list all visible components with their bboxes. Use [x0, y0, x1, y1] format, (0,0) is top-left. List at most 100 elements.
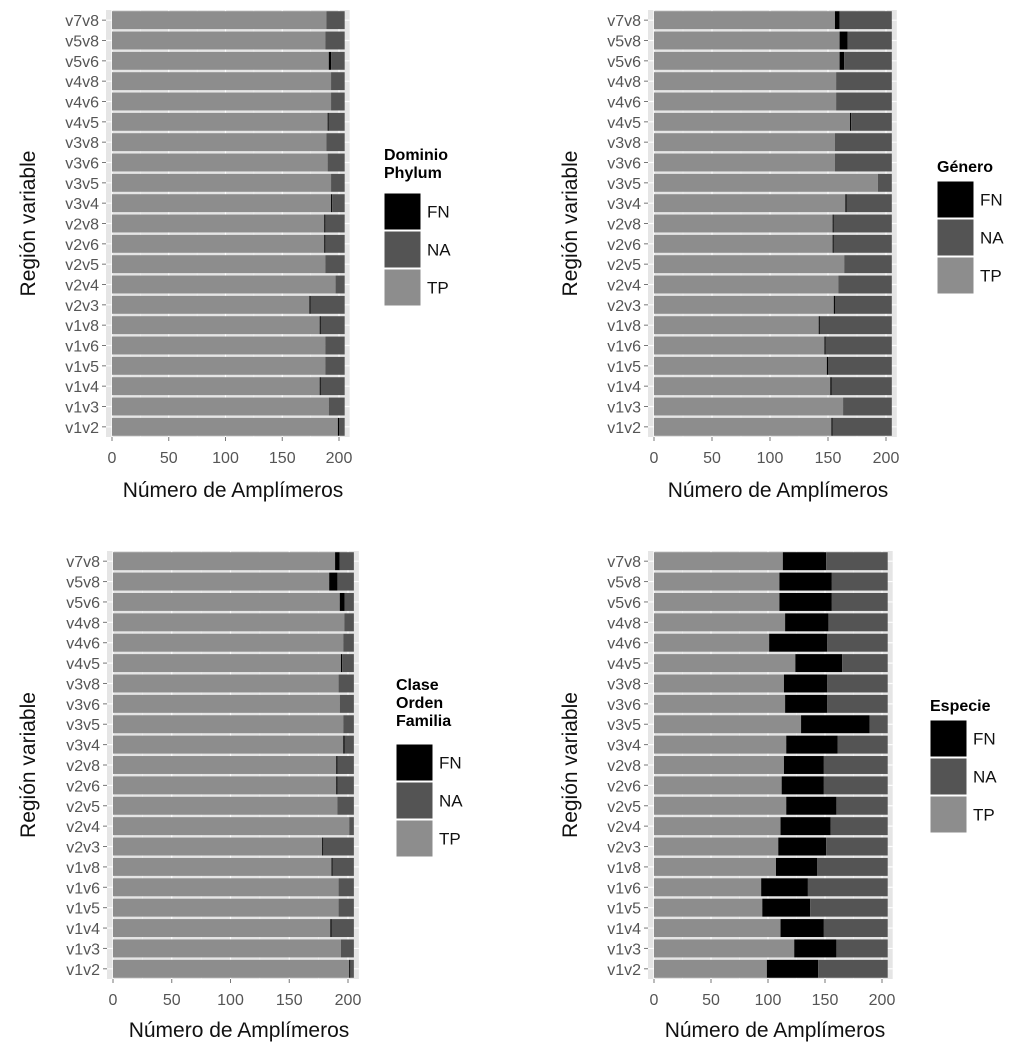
y-tick-label: v3v4 [607, 196, 641, 213]
x-tick-label: 200 [326, 450, 353, 467]
bar-fn-v7v8 [782, 552, 827, 571]
bar-fn-v1v5 [762, 898, 811, 917]
bar-tp-v5v6 [654, 592, 780, 611]
x-tick-label: 0 [650, 992, 659, 1009]
y-tick-label: v7v8 [607, 554, 641, 571]
bar-tp-v2v6 [654, 776, 782, 795]
bar-na-v7v8 [839, 11, 892, 30]
y-tick-label: v3v6 [65, 156, 99, 173]
legend-title: Género [937, 159, 993, 176]
y-tick-label: v5v8 [65, 34, 99, 51]
bar-tp-v1v6 [112, 336, 326, 355]
y-axis: v7v8 v5v8 v5v6 v4v8 v4v6 v4v5 v3v8 v3v6 v3v5 v3v4… [65, 13, 106, 437]
y-tick-label: v2v6 [607, 778, 641, 795]
y-tick-label: v1v5 [66, 901, 100, 918]
bar-na-v3v4 [846, 194, 892, 213]
bar-tp-v2v5 [654, 255, 845, 274]
legend-label-na: NA [439, 792, 463, 811]
bar-fn-v1v4 [330, 919, 332, 938]
bar-na-v1v6 [825, 336, 892, 355]
bar-fn-v3v5 [801, 715, 870, 734]
bar-fn-v2v6 [781, 776, 824, 795]
bar-fn-v2v3 [778, 837, 827, 856]
bar-tp-v1v2 [654, 959, 767, 978]
bar-na-v2v6 [325, 234, 345, 253]
chart-panel-4: v7v8 v5v8 v5v6 v4v8 v4v6 v4v5 v3v8 v3v6 v3v5 v3v4… [559, 551, 997, 1042]
bar-tp-v2v8 [654, 214, 833, 233]
bar-tp-v3v4 [113, 735, 344, 754]
bar-na-v1v3 [328, 397, 345, 416]
y-tick-label: v1v8 [66, 860, 100, 877]
y-tick-label: v4v5 [607, 115, 641, 132]
x-tick-label: 0 [108, 450, 117, 467]
bar-na-v2v4 [349, 817, 354, 836]
bar-tp-v5v6 [113, 592, 340, 611]
y-tick-label: v1v2 [607, 962, 641, 979]
y-tick-label: v3v4 [65, 196, 99, 213]
y-tick-label: v3v6 [66, 697, 100, 714]
bar-na-v3v5 [877, 173, 892, 192]
bar-tp-v2v5 [112, 255, 326, 274]
bar-tp-v1v4 [113, 919, 331, 938]
x-tick-label: 0 [109, 992, 118, 1009]
bar-na-v5v6 [844, 51, 892, 70]
bar-fn-v4v5 [850, 112, 852, 131]
bar-tp-v3v4 [654, 735, 787, 754]
bar-fn-v1v2 [349, 959, 351, 978]
legend-label-tp: TP [980, 267, 1002, 286]
x-tick-label: 100 [217, 992, 244, 1009]
bars [654, 552, 888, 978]
bar-tp-v5v8 [112, 31, 326, 50]
legend-label-na: NA [980, 229, 1004, 248]
bar-fn-v2v6 [336, 776, 338, 795]
bar-fn-v2v3 [322, 837, 324, 856]
bar-fn-v4v5 [795, 654, 843, 673]
y-tick-label: v3v5 [66, 717, 100, 734]
bar-na-v1v5 [338, 898, 354, 917]
legend-swatch-fn [395, 743, 434, 782]
bar-tp-v3v8 [654, 133, 835, 152]
y-tick-label: v4v8 [607, 74, 641, 91]
x-axis: 0 50 100 150 200 [108, 437, 353, 467]
y-axis: v7v8 v5v8 v5v6 v4v8 v4v6 v4v5 v3v8 v3v6 v3v5 v3v4… [607, 13, 648, 437]
bar-tp-v2v3 [654, 837, 779, 856]
y-tick-label: v1v6 [607, 880, 641, 897]
bar-na-v3v5 [331, 173, 345, 192]
x-axis-title: Número de Amplímeros [665, 1019, 886, 1042]
bar-na-v2v4 [830, 817, 888, 836]
bar-tp-v5v6 [112, 51, 329, 70]
legend-swatch-fn [383, 192, 422, 231]
y-tick-label: v1v3 [607, 941, 641, 958]
bar-tp-v1v5 [654, 356, 827, 375]
bar-tp-v7v8 [654, 552, 783, 571]
x-axis: 0 50 100 150 200 [650, 437, 899, 467]
y-tick-label: v1v4 [65, 379, 99, 396]
y-tick-label: v4v5 [65, 115, 99, 132]
bar-fn-v3v4 [343, 735, 345, 754]
bar-fn-v1v8 [775, 857, 818, 876]
bars [112, 11, 345, 436]
bar-tp-v3v8 [654, 674, 784, 693]
bar-na-v1v3 [340, 939, 354, 958]
bar-fn-v2v3 [309, 295, 311, 314]
bar-tp-v1v3 [112, 397, 329, 416]
y-tick-label: v1v2 [607, 420, 641, 437]
y-tick-label: v2v3 [607, 840, 641, 857]
x-tick-label: 50 [703, 450, 721, 467]
bar-na-v2v3 [310, 295, 345, 314]
legend-swatch-tp [395, 819, 434, 858]
bar-fn-v2v3 [833, 295, 835, 314]
bar-fn-v1v4 [319, 377, 321, 396]
bar-tp-v1v4 [654, 377, 831, 396]
legend-swatch-na [383, 230, 422, 269]
y-tick-label: v4v6 [65, 95, 99, 112]
legend-label-fn: FN [427, 203, 450, 222]
y-tick-label: v3v6 [607, 156, 641, 173]
x-tick-label: 200 [335, 992, 362, 1009]
y-tick-label: v1v6 [65, 339, 99, 356]
bar-na-v1v8 [817, 857, 888, 876]
bar-na-v2v3 [826, 837, 888, 856]
bar-tp-v3v6 [654, 694, 786, 713]
legend-label-fn: FN [973, 730, 996, 749]
bar-fn-v7v8 [834, 11, 840, 30]
